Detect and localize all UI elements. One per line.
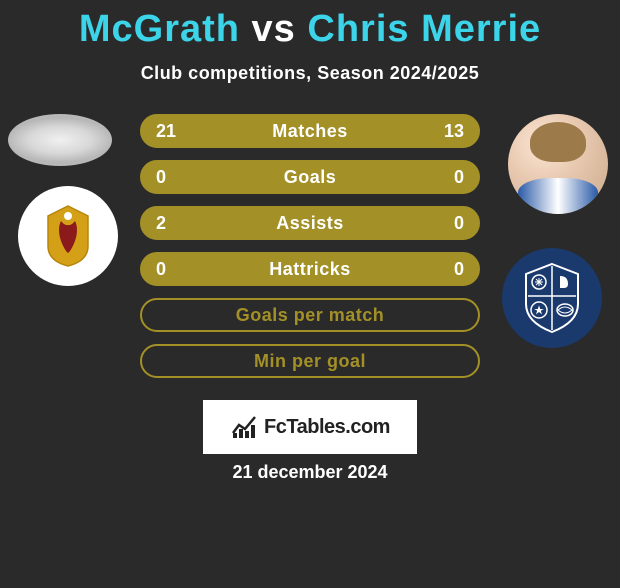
player1-club-crest	[18, 186, 118, 286]
stat-assists-left: 2	[156, 213, 166, 234]
tranmere-crest-icon	[512, 258, 592, 338]
stat-hattricks-right: 0	[454, 259, 464, 280]
stat-matches-left: 21	[156, 121, 176, 142]
player2-name: Chris Merrie	[307, 8, 541, 50]
stat-row-assists: 2 Assists 0	[140, 206, 480, 240]
player1-name: McGrath	[79, 8, 240, 50]
player2-club-crest	[502, 248, 602, 348]
fctables-graph-icon	[230, 413, 258, 441]
stat-matches-label: Matches	[272, 121, 348, 142]
comparison-title: McGrath vs Chris Merrie	[0, 8, 620, 51]
stat-assists-label: Assists	[276, 213, 344, 234]
fctables-logo[interactable]: FcTables.com	[203, 400, 417, 454]
stat-row-min-per-goal: Min per goal	[140, 344, 480, 378]
doncaster-crest-icon	[33, 201, 103, 271]
stat-goals-left: 0	[156, 167, 166, 188]
stat-assists-right: 0	[454, 213, 464, 234]
stat-gpm-label: Goals per match	[236, 305, 385, 326]
player2-photo	[508, 114, 608, 214]
stat-mpg-label: Min per goal	[254, 351, 366, 372]
stat-goals-label: Goals	[284, 167, 337, 188]
stat-hattricks-left: 0	[156, 259, 166, 280]
stat-matches-right: 13	[444, 121, 464, 142]
stat-row-hattricks: 0 Hattricks 0	[140, 252, 480, 286]
stat-hattricks-label: Hattricks	[269, 259, 351, 280]
footer-date: 21 december 2024	[0, 462, 620, 483]
subtitle: Club competitions, Season 2024/2025	[0, 63, 620, 84]
stat-rows: 21 Matches 13 0 Goals 0 2 Assists 0 0 Ha…	[140, 114, 480, 390]
vs-label: vs	[252, 8, 296, 50]
stat-row-goals: 0 Goals 0	[140, 160, 480, 194]
stat-goals-right: 0	[454, 167, 464, 188]
fctables-brand-text: FcTables.com	[264, 416, 390, 439]
stat-row-matches: 21 Matches 13	[140, 114, 480, 148]
player1-photo-placeholder	[8, 114, 112, 166]
stat-row-goals-per-match: Goals per match	[140, 298, 480, 332]
